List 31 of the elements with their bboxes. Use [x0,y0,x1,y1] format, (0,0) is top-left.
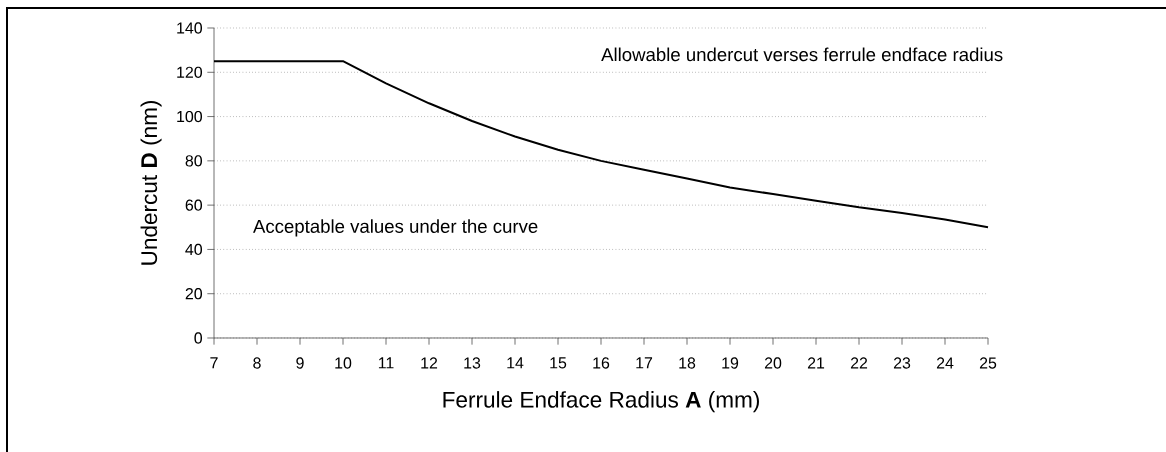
x-tick-label: 23 [893,357,911,369]
x-tick-label: 25 [979,357,997,369]
x-tick-label: 13 [464,357,481,369]
y-tick-label: 100 [177,110,203,123]
y-tick-label: 40 [185,243,203,256]
x-tick-label: 16 [593,357,610,369]
y-tick-label: 0 [194,332,203,344]
x-tick-label: 20 [764,357,782,369]
x-axis-title: Ferrule Endface Radius A (mm) [443,391,759,413]
x-tick-label: 10 [335,357,352,369]
y-tick-label: 20 [185,288,203,300]
x-tick-label: 14 [507,357,524,369]
x-tick-label: 19 [722,357,739,369]
x-tick-label: 15 [550,357,567,369]
x-tick-label: 11 [378,357,394,369]
x-tick-label: 8 [253,357,261,369]
y-tick-label: 120 [177,66,203,78]
y-tick-label: 60 [185,199,203,211]
x-tick-label: 22 [850,357,868,369]
x-tick-label: 24 [936,357,954,369]
x-tick-label: 17 [636,357,653,369]
x-tick-label: 21 [807,357,825,369]
x-tick-label: 7 [210,357,218,369]
x-tick-label: 9 [296,357,304,369]
y-tick-label: 80 [185,155,203,167]
x-tick-label: 12 [421,357,438,369]
annotation: Acceptable values under the curve [253,219,538,237]
y-tick-label: 140 [177,22,203,34]
y-axis-title: Undercut D (nm) [140,100,162,265]
annotation: Allowable undercut verses ferrule endface radius [601,47,1003,62]
x-tick-label: 18 [679,357,696,369]
